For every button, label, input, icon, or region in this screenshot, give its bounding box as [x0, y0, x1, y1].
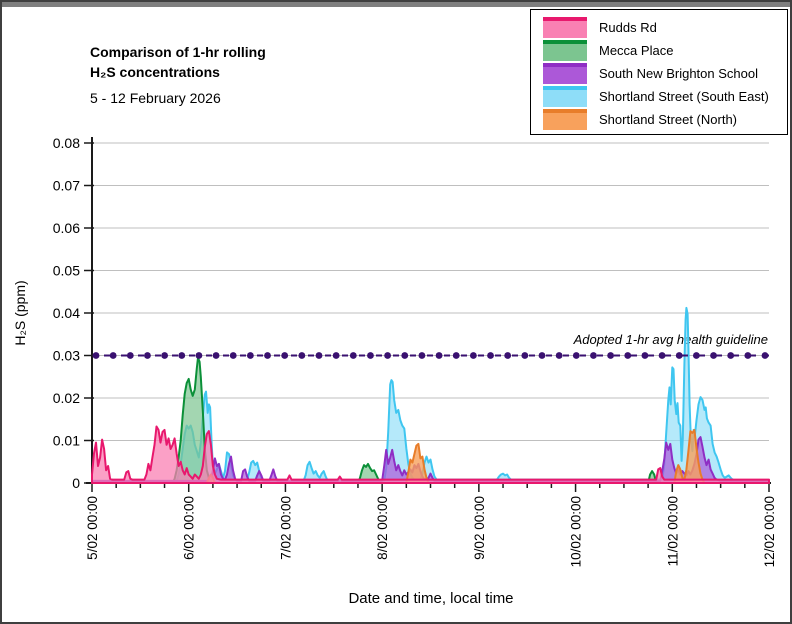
- guideline-dot: [590, 352, 597, 359]
- x-tick-label: 9/02 00:00: [472, 496, 487, 560]
- x-axis-label: Date and time, local time: [348, 590, 514, 607]
- guideline-dot: [264, 352, 271, 359]
- chart-subtitle: 5 - 12 February 2026: [90, 90, 221, 106]
- guideline-dot: [281, 352, 289, 359]
- x-tick-label: 5/02 00:00: [85, 496, 100, 560]
- y-tick-label: 0.04: [53, 305, 80, 321]
- legend-swatch-rudds-rd: [543, 17, 587, 38]
- guideline-dot: [212, 352, 220, 359]
- legend-swatch-shortland-street-north: [543, 109, 587, 130]
- guideline-dot: [692, 352, 700, 359]
- x-tick-label: 7/02 00:00: [278, 496, 293, 560]
- chart-title-line2: H₂S concentrations: [90, 64, 220, 80]
- guideline-label: Adopted 1-hr avg health guideline: [573, 332, 768, 347]
- legend-box: Rudds Rd Mecca Place South New Brighton …: [530, 9, 788, 135]
- guideline-dot: [246, 352, 254, 359]
- guideline-dot: [401, 352, 409, 359]
- x-tick-label: 8/02 00:00: [375, 496, 390, 560]
- legend-item-shortland-street-north: Shortland Street (North): [543, 108, 787, 131]
- guideline-dot: [195, 352, 203, 359]
- legend-label: Shortland Street (North): [599, 112, 738, 127]
- guideline-dot: [504, 352, 512, 359]
- guideline-dot: [469, 352, 477, 359]
- legend-swatch-shortland-street-south-east: [543, 86, 587, 107]
- legend-label: Shortland Street (South East): [599, 89, 769, 104]
- guideline-dot: [384, 352, 392, 359]
- y-tick-label: 0.01: [53, 433, 80, 449]
- guideline-dot: [418, 352, 426, 359]
- legend-item-south-new-brighton-school: South New Brighton School: [543, 62, 787, 85]
- legend-item-shortland-street-south-east: Shortland Street (South East): [543, 85, 787, 108]
- guideline-dot: [367, 352, 374, 359]
- x-tick-label: 6/02 00:00: [182, 496, 197, 560]
- guideline-dot: [555, 352, 563, 359]
- y-tick-label: 0.07: [53, 178, 80, 194]
- guideline-dot: [658, 352, 666, 359]
- y-tick-label: 0.08: [53, 135, 80, 151]
- legend-item-rudds-rd: Rudds Rd: [543, 16, 787, 39]
- guideline-dot: [761, 352, 769, 359]
- guideline-dot: [452, 352, 460, 359]
- legend-swatch-south-new-brighton-school: [543, 63, 587, 84]
- y-tick-label: 0.02: [53, 390, 80, 406]
- guideline-dot: [624, 352, 632, 359]
- series-area-rudds-rd: [91, 425, 770, 484]
- guideline-dot: [641, 352, 649, 359]
- y-tick-label: 0.05: [53, 263, 80, 279]
- guideline-dot: [92, 352, 100, 359]
- guideline-dot: [435, 352, 443, 359]
- guideline-dot: [487, 352, 494, 359]
- y-tick-label: 0.03: [53, 348, 80, 364]
- guideline-dot: [144, 352, 151, 359]
- chart-title-line1: Comparison of 1-hr rolling: [90, 44, 266, 60]
- legend-item-mecca-place: Mecca Place: [543, 39, 787, 62]
- guideline-dot: [727, 352, 735, 359]
- guideline-dot: [126, 352, 134, 359]
- legend-label: Mecca Place: [599, 43, 674, 58]
- guideline-dot: [109, 352, 117, 359]
- guideline-dot: [538, 352, 546, 359]
- guideline-dot: [178, 352, 186, 359]
- chart-title: Comparison of 1-hr rolling H₂S concentra…: [90, 42, 266, 82]
- guideline-dot: [332, 352, 340, 359]
- guideline-dot: [315, 352, 323, 359]
- guideline-dot: [229, 352, 237, 359]
- window-top-strip: [2, 2, 790, 7]
- legend-label: Rudds Rd: [599, 20, 657, 35]
- x-tick-label: 11/02 00:00: [665, 496, 680, 566]
- guideline-dot: [607, 352, 615, 359]
- guideline-dot: [521, 352, 529, 359]
- x-tick-label: 12/02 00:00: [762, 496, 777, 567]
- guideline-dot: [161, 352, 169, 359]
- x-tick-label: 10/02 00:00: [569, 496, 584, 567]
- guideline-dot: [744, 352, 752, 359]
- guideline-dot: [572, 352, 580, 359]
- y-tick-label: 0.06: [53, 220, 80, 236]
- guideline-dot: [710, 352, 717, 359]
- legend-swatch-mecca-place: [543, 40, 587, 61]
- y-tick-label: 0: [72, 475, 80, 491]
- guideline-dot: [349, 352, 357, 359]
- guideline-dot: [298, 352, 306, 359]
- legend-label: South New Brighton School: [599, 66, 758, 81]
- guideline-dot: [675, 352, 683, 359]
